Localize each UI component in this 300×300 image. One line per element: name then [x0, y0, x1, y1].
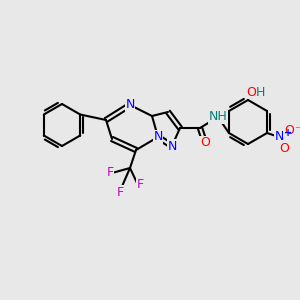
- Text: ⁻: ⁻: [294, 125, 300, 135]
- Text: O: O: [284, 124, 294, 137]
- Text: F: F: [116, 185, 124, 199]
- Text: F: F: [136, 178, 144, 191]
- Text: N: N: [167, 140, 177, 152]
- Text: O: O: [279, 142, 289, 154]
- Text: F: F: [106, 167, 114, 179]
- Text: O: O: [200, 136, 210, 149]
- Text: NH: NH: [208, 110, 227, 124]
- Text: N: N: [125, 98, 135, 112]
- Text: N: N: [274, 130, 284, 143]
- Text: +: +: [284, 128, 292, 138]
- Text: O: O: [246, 85, 256, 98]
- Text: N: N: [153, 130, 163, 143]
- Text: H: H: [255, 85, 265, 98]
